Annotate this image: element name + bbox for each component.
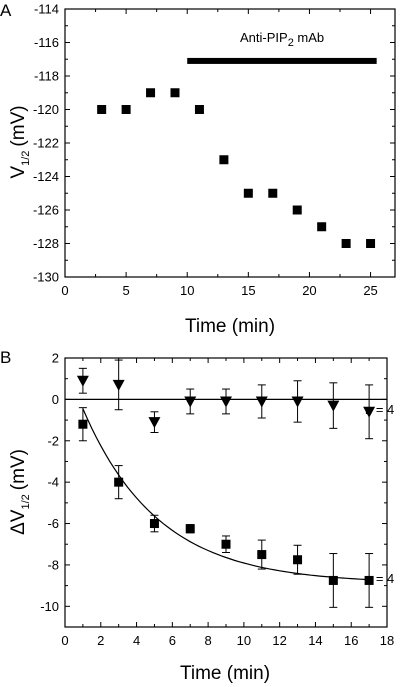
y-tick-label: -124: [33, 169, 59, 184]
data-point: [366, 239, 376, 248]
panel-b-label: B: [0, 348, 11, 367]
x-tick-label: 6: [169, 633, 176, 648]
y-tick-label: -128: [33, 236, 59, 251]
data-point: [97, 105, 107, 114]
y-tick-label: -10: [40, 599, 59, 614]
data-point: [170, 88, 180, 98]
panel-b-xlabel: Time (min): [180, 663, 270, 684]
annotation-main: Anti-PIP: [240, 30, 288, 45]
data-point: [292, 205, 302, 215]
x-tick-label: 20: [302, 283, 316, 298]
x-tick-label: 15: [241, 283, 255, 298]
triangle-point: [291, 396, 304, 408]
x-tick-label: 10: [180, 283, 194, 298]
y-tick-label: -6: [47, 516, 59, 531]
panel-a-ylabel-main: V: [8, 166, 29, 179]
data-point: [194, 105, 204, 114]
plot-frame: [64, 8, 396, 278]
annotation-tail: mAb: [294, 30, 324, 45]
panel-b-ylabel: ΔV1/2 (mV): [8, 449, 32, 535]
x-tick-label: 5: [122, 283, 129, 298]
x-tick-label: 16: [344, 633, 358, 648]
y-tick-label: -114: [34, 2, 59, 17]
square-point: [293, 555, 303, 565]
x-tick-label: 0: [61, 283, 68, 298]
x-tick-label: 14: [308, 633, 322, 648]
x-tick-label: 25: [363, 283, 377, 298]
triangle-point: [363, 406, 376, 418]
panel-a-ylabel-unit: (mV): [8, 105, 29, 146]
panel-a: A 0 5 10 15 20 25 -130 -128 -126 -124 -122 -120 -118…: [0, 1, 396, 337]
y-tick-label: -122: [33, 136, 59, 151]
panel-b-ylabel-unit: (mV): [8, 449, 29, 490]
square-point: [78, 419, 88, 429]
triangle-point: [184, 396, 197, 408]
x-tick-label: 12: [272, 633, 286, 648]
data-point: [243, 188, 253, 198]
square-point: [221, 539, 231, 549]
y-tick-label: -2: [47, 433, 59, 448]
series-label-squares: n = 4: [365, 571, 394, 586]
panel-b-ylabel-sub: 1/2: [20, 494, 32, 509]
y-tick-label: -4: [47, 475, 59, 490]
square-point: [257, 550, 267, 560]
panel-a-xlabel: Time (min): [185, 316, 275, 337]
x-tick-label: 4: [133, 633, 140, 648]
y-tick-label: -116: [34, 35, 59, 50]
x-tick-label: 0: [61, 633, 68, 648]
panel-a-ylabel: V1/2 (mV): [8, 105, 32, 178]
panel-a-plot-area: 0 5 10 15 20 25 -130 -128 -126 -124 -122 -120 -118 -1…: [33, 2, 396, 298]
panel-b-plot-area: 0 2 4 6 8 10 12 14 16 18 -10 -8 -6 -4 -2 0 2: [40, 351, 394, 649]
triangle-point: [112, 379, 125, 391]
y-tick-label: -130: [33, 270, 59, 285]
triangle-point: [220, 396, 232, 408]
x-tick-label: 2: [97, 633, 104, 648]
x-tick-label: 10: [237, 633, 251, 648]
y-tick-label: -8: [47, 557, 59, 572]
y-tick-label: 2: [52, 351, 59, 366]
panel-a-annotation: Anti-PIP2 mAb: [240, 30, 324, 49]
data-point: [146, 88, 156, 98]
data-point: [317, 222, 327, 232]
square-point: [364, 575, 374, 585]
triangle-point: [76, 375, 89, 387]
fit-curve: [82, 408, 370, 581]
data-point: [121, 105, 131, 114]
y-tick-label: -118: [34, 69, 59, 84]
triangle-point: [255, 396, 268, 408]
annotation-sub: 2: [288, 37, 294, 49]
series-label-triangles: n = 4: [365, 402, 394, 417]
x-tick-label: 8: [204, 633, 211, 648]
treatment-bar: [187, 57, 377, 64]
x-tick-label: 18: [380, 633, 394, 648]
square-point: [149, 519, 159, 529]
triangle-point: [327, 400, 340, 412]
y-tick-label: -120: [33, 102, 59, 117]
panel-a-ylabel-sub: 1/2: [20, 151, 32, 166]
data-point: [341, 239, 351, 248]
data-point: [219, 155, 229, 165]
data-point: [268, 188, 278, 198]
square-point: [328, 575, 338, 585]
triangle-point: [148, 417, 161, 429]
square-point: [185, 524, 195, 534]
square-point: [114, 477, 124, 487]
panel-b: B 0 2 4 6 8 10 12 14 16 18 -10 -8 -6 -4 -2 0 2 Time (min…: [0, 348, 394, 684]
y-tick-label: -126: [33, 203, 59, 218]
panel-a-label: A: [0, 1, 12, 20]
panel-b-ylabel-main: ΔV: [8, 509, 29, 535]
y-tick-label: 0: [52, 392, 59, 407]
